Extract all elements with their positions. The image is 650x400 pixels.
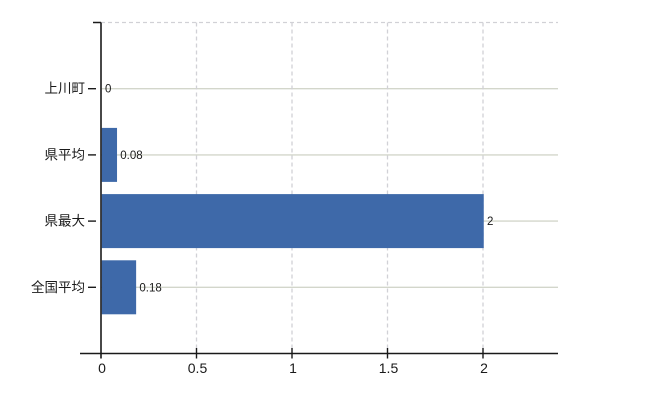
- value-label: 2: [487, 216, 493, 228]
- x-tick-label: 2: [480, 360, 488, 376]
- bar-全国平均: [101, 260, 137, 315]
- bar-県最大: [101, 194, 484, 249]
- y-axis-label: 上川町: [45, 81, 86, 96]
- value-label: 0.18: [139, 282, 161, 294]
- x-tick-label: 1.5: [379, 360, 399, 376]
- y-axis-label: 県最大: [45, 214, 86, 229]
- value-label: 0.08: [120, 150, 142, 162]
- value-label: 0: [105, 84, 111, 96]
- y-axis-label: 全国平均: [31, 279, 85, 295]
- x-tick-label: 0.5: [188, 360, 208, 376]
- x-tick-label: 0: [98, 360, 106, 376]
- y-axis-label: 県平均: [45, 147, 86, 162]
- bar-県平均: [101, 127, 118, 182]
- x-tick-label: 1: [289, 360, 297, 376]
